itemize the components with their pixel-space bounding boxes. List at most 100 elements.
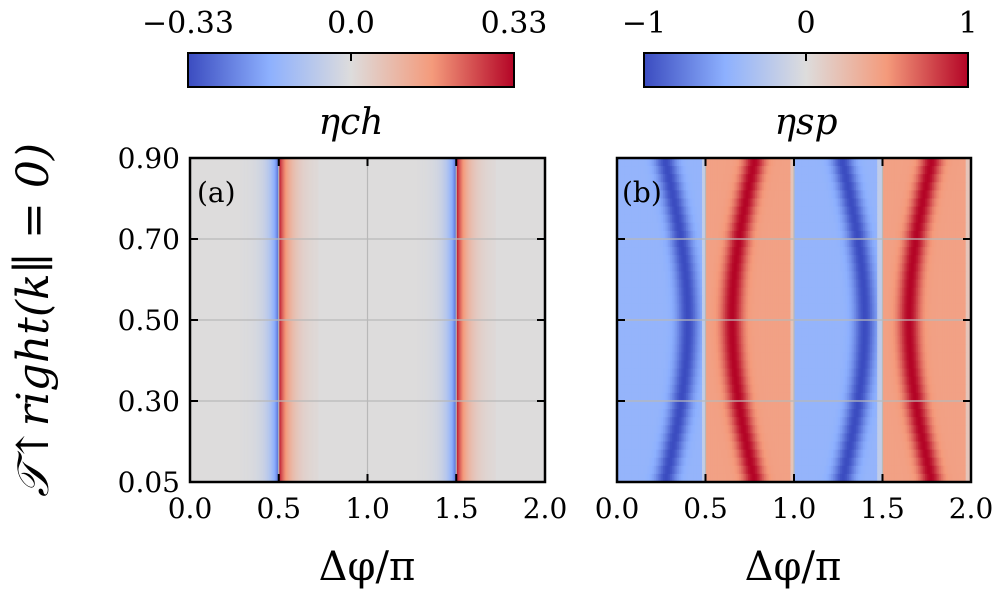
heatmap-b-cell <box>894 336 898 345</box>
heatmap-b-cell <box>827 255 830 264</box>
heatmap-b-cell <box>965 303 969 313</box>
heatmap-b-cell <box>723 263 726 272</box>
heatmap-b-cell <box>967 214 970 224</box>
heatmap-b-cell <box>910 166 914 175</box>
heatmap-b-cell <box>924 158 928 167</box>
heatmap-b-cell <box>634 328 638 337</box>
heatmap-b-cell <box>671 206 675 216</box>
heatmap-b-cell <box>868 182 871 191</box>
heatmap-b-cell <box>742 255 746 264</box>
heatmap-b-cell <box>657 344 661 353</box>
heatmap-b-cell <box>726 255 730 264</box>
heatmap-b-cell <box>712 166 715 175</box>
heatmap-b-cell <box>829 182 832 191</box>
heatmap-b-cell <box>760 287 763 297</box>
heatmap-b-cell <box>705 222 708 232</box>
heatmap-b-cell <box>887 271 891 281</box>
heatmap-b-cell <box>760 328 763 337</box>
heatmap-b-cell <box>677 336 680 345</box>
heatmap-b-cell <box>896 287 900 297</box>
heatmap-b-cell <box>751 320 754 329</box>
heatmap-b-cell <box>932 182 935 191</box>
heatmap-b-cell <box>776 182 779 191</box>
heatmap-b-cell <box>687 166 691 175</box>
heatmap-b-cell <box>719 287 723 297</box>
heatmap-b-cell <box>786 247 790 256</box>
heatmap-b-cell <box>678 206 682 216</box>
heatmap-b-cell <box>724 230 728 240</box>
heatmap-b-cell <box>687 206 691 216</box>
heatmap-b-cell <box>640 279 643 289</box>
heatmap-b-cell <box>664 336 668 345</box>
heatmap-b-cell <box>802 303 806 313</box>
heatmap-b-cell <box>946 182 949 191</box>
heatmap-b-cell <box>767 239 770 248</box>
heatmap-b-cell <box>951 328 954 337</box>
heatmap-b-cell <box>732 287 735 297</box>
heatmap-b-cell <box>962 174 965 183</box>
heatmap-b-cell <box>871 328 875 337</box>
heatmap-b-cell <box>774 158 777 167</box>
heatmap-b-cell <box>932 279 935 289</box>
heatmap-b-cell <box>627 287 630 297</box>
heatmap-b-cell <box>659 295 662 305</box>
heatmap-b-cell <box>889 198 892 208</box>
heatmap-b-cell <box>871 239 875 248</box>
heatmap-b-cell <box>677 222 680 232</box>
heatmap-b-cell <box>962 295 965 305</box>
heatmap-b-cell <box>861 166 864 175</box>
heatmap-b-cell <box>907 279 910 289</box>
heatmap-b-cell <box>661 336 664 345</box>
heatmap-b-cell <box>622 336 625 345</box>
heatmap-b-cell <box>678 303 682 313</box>
heatmap-b-cell <box>944 295 947 305</box>
heatmap-b-cell <box>650 271 653 281</box>
heatmap-b-cell <box>875 255 878 264</box>
heatmap-b-cell <box>825 222 829 232</box>
heatmap-b-cell <box>776 214 779 224</box>
heatmap-b-cell <box>967 198 970 208</box>
heatmap-b-cell <box>967 182 970 191</box>
heatmap-b-cell <box>930 279 933 289</box>
heatmap-b-cell <box>965 279 969 289</box>
heatmap-b-cell <box>758 303 761 313</box>
heatmap-b-cell <box>806 295 809 305</box>
heatmap-b-cell <box>647 182 650 191</box>
heatmap-b-cell <box>932 287 935 297</box>
heatmap-b-cell <box>659 239 662 248</box>
heatmap-b-cell <box>726 287 730 297</box>
heatmap-b-cell <box>845 295 848 305</box>
heatmap-b-cell <box>937 230 940 240</box>
heatmap-b-cell <box>965 320 969 329</box>
heatmap-b-cell <box>700 222 703 232</box>
heatmap-b-cell <box>949 255 953 264</box>
heatmap-b-cell <box>650 255 653 264</box>
heatmap-b-cell <box>829 206 832 216</box>
heatmap-b-cell <box>864 206 868 216</box>
heatmap-b-cell <box>804 214 807 224</box>
heatmap-b-cell <box>730 320 733 329</box>
heatmap-b-cell <box>625 166 629 175</box>
heatmap-b-cell <box>910 247 914 256</box>
heatmap-b-cell <box>864 222 868 232</box>
heatmap-b-cell <box>632 206 636 216</box>
heatmap-b-cell <box>900 182 903 191</box>
heatmap-b-cell <box>618 279 622 289</box>
heatmap-b-cell <box>905 303 908 313</box>
heatmap-b-cell <box>909 239 912 248</box>
heatmap-b-cell <box>868 158 871 167</box>
heatmap-b-cell <box>737 279 740 289</box>
heatmap-b-cell <box>875 303 878 313</box>
heatmap-b-cell <box>680 214 684 224</box>
heatmap-b-cell <box>675 206 678 216</box>
heatmap-b-cell <box>675 214 678 224</box>
heatmap-b-cell <box>632 320 636 329</box>
heatmap-b-cell <box>659 174 662 183</box>
heatmap-b-cell <box>859 328 862 337</box>
heatmap-b-cell <box>677 198 680 208</box>
heatmap-b-cell <box>900 158 903 167</box>
heatmap-b-cell <box>686 230 689 240</box>
heatmap-b-cell <box>806 158 809 167</box>
heatmap-b-cell <box>887 287 891 297</box>
heatmap-b-cell <box>914 311 917 321</box>
